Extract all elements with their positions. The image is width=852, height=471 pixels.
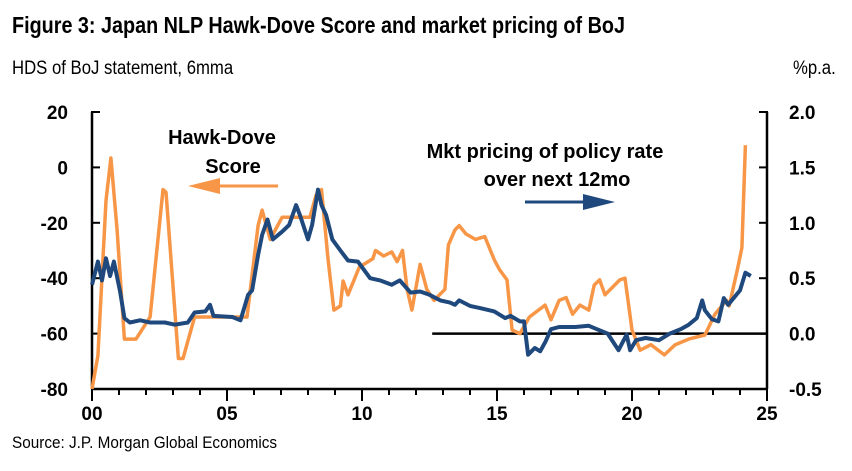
hds-arrow-left-icon [188,178,278,194]
mkt-annotation-line1: Mkt pricing of policy rate [427,141,664,163]
right-tick-label: 1.0 [789,214,815,235]
left-tick-label: -60 [41,325,68,346]
right-axis-label: %p.a. [793,58,836,79]
source-note: Source: J.P. Morgan Global Economics [12,433,278,452]
hds-annotation-line1: Hawk-Dove [168,127,276,149]
chart-title: Figure 3: Japan NLP Hawk-Dove Score and … [12,12,625,38]
x-tick-label: 10 [351,404,372,425]
left-tick-label: -40 [41,269,68,290]
right-tick-label: 1.5 [789,158,816,179]
left-tick-label: -20 [41,214,68,235]
right-tick-label: 2.0 [789,103,815,124]
hds-annotation-line2: Score [205,156,261,178]
x-tick-label: 00 [81,404,102,425]
x-tick-label: 15 [486,404,508,425]
right-tick-label: -0.5 [789,380,822,401]
left-tick-label: 20 [47,103,68,124]
right-tick-label: 0.5 [789,269,816,290]
x-tick-label: 05 [216,404,238,425]
left-axis-label: HDS of BoJ statement, 6mma [12,58,234,79]
left-tick-label: -80 [41,380,68,401]
mkt-arrow-right-icon [525,194,615,210]
hds-series-line [90,145,748,390]
mkt-series-line [90,187,752,357]
right-tick-label: 0.0 [789,325,815,346]
mkt-annotation-line2: over next 12mo [484,169,631,191]
left-tick-label: 0 [57,158,68,179]
x-tick-label: 20 [621,404,642,425]
x-tick-label: 25 [756,404,778,425]
